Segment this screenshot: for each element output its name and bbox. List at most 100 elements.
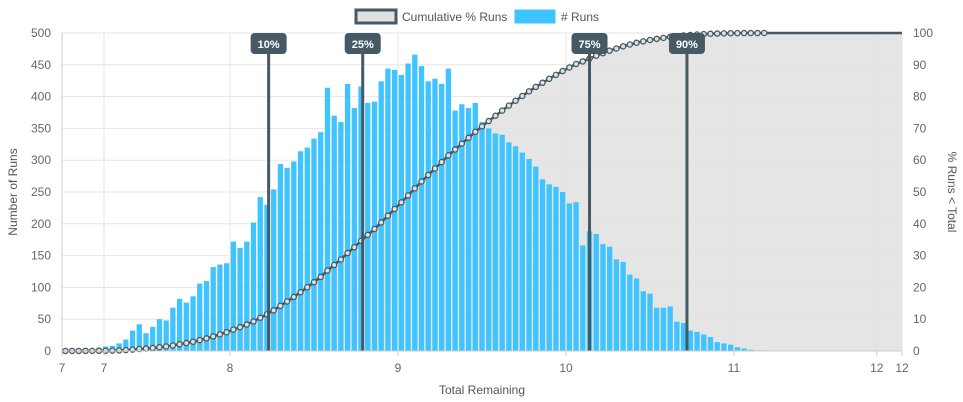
bar	[237, 247, 243, 351]
bar	[331, 115, 337, 352]
bar	[559, 192, 566, 351]
legend[interactable]: Cumulative % Runs # Runs	[354, 8, 599, 25]
cumulative-point	[398, 199, 405, 206]
bar	[324, 87, 331, 352]
x-tick-label: 11	[728, 361, 741, 375]
y-tick-label: 0	[44, 344, 51, 358]
cumulative-point	[754, 29, 761, 37]
bar	[633, 278, 640, 351]
y-tick-label: 350	[31, 121, 51, 135]
cumulative-point	[606, 47, 613, 54]
cumulative-point	[377, 219, 385, 226]
y2-tick-label: 10	[913, 312, 927, 326]
x-tick-label: 10	[559, 361, 573, 375]
bar	[398, 74, 405, 351]
cumulative-point	[351, 243, 358, 251]
x-tick-label: 7	[59, 361, 66, 375]
cumulative-point	[505, 102, 513, 109]
cumulative-point	[115, 347, 123, 354]
cumulative-point	[740, 29, 748, 37]
cumulative-series	[62, 29, 902, 355]
cumulative-point	[149, 344, 156, 352]
cumulative-point	[498, 107, 506, 114]
cumulative-line	[65, 31, 902, 353]
bar	[217, 264, 223, 351]
cumulative-point	[196, 336, 204, 344]
cumulative-point	[243, 321, 251, 328]
cumulative-point	[646, 36, 654, 44]
bar	[526, 158, 532, 351]
marker-label: 90%	[676, 39, 698, 51]
y-tick-label: 100	[31, 280, 51, 294]
cumulative-point	[169, 342, 177, 349]
x-tick-label: 8	[227, 361, 234, 375]
cumulative-point	[653, 35, 660, 43]
y2-tick-label: 80	[913, 90, 927, 104]
cumulative-point	[290, 293, 298, 301]
bar	[230, 241, 237, 351]
bar	[640, 291, 646, 351]
y-tick-label: 50	[38, 312, 52, 326]
bar	[358, 86, 364, 351]
cumulative-point	[713, 30, 721, 37]
bar	[647, 293, 653, 351]
bar	[465, 108, 472, 351]
bar	[492, 133, 499, 351]
y-tick-label: 400	[31, 90, 51, 104]
cumulative-point	[579, 58, 587, 65]
y-tick-label: 450	[31, 58, 51, 72]
bar	[425, 81, 431, 351]
bar	[318, 132, 324, 351]
y2-tick-label: 40	[913, 217, 927, 231]
cumulative-point	[270, 307, 277, 314]
x-axis-title: Total Remaining	[439, 383, 525, 397]
bar	[694, 331, 700, 351]
bar	[291, 161, 297, 351]
cumulative-point	[317, 273, 324, 281]
cumulative-point	[277, 302, 284, 310]
bar	[553, 186, 559, 351]
cumulative-point	[458, 140, 466, 147]
y2-tick-label: 100	[913, 26, 933, 40]
cumulative-point	[297, 288, 304, 296]
y2-tick-label: 60	[913, 153, 927, 167]
bar	[600, 244, 606, 351]
cumulative-point	[552, 71, 560, 79]
cumulative-point	[445, 152, 452, 159]
cumulative-point	[633, 39, 640, 47]
bar	[445, 68, 452, 351]
y2-tick-label: 30	[913, 249, 927, 263]
legend-label-runs[interactable]: # Runs	[561, 10, 599, 24]
bar	[304, 147, 310, 351]
cumulative-point	[230, 326, 237, 333]
marker-label-box	[668, 33, 705, 54]
bar	[506, 142, 512, 351]
bar	[129, 330, 136, 351]
bar	[203, 281, 210, 351]
cumulative-point	[304, 284, 311, 291]
legend-label-cumulative[interactable]: Cumulative % Runs	[402, 10, 507, 24]
bar	[580, 245, 586, 351]
cumulative-point	[384, 212, 392, 219]
cumulative-point	[572, 60, 580, 68]
bar	[197, 283, 203, 351]
cumulative-point	[216, 331, 224, 338]
cumulative-point	[747, 29, 755, 37]
legend-swatch-cumulative[interactable]	[354, 8, 398, 25]
y2-tick-label: 0	[913, 344, 920, 358]
cumulative-point	[156, 343, 163, 351]
y2-tick-label: 90	[913, 58, 927, 72]
y-tick-label: 250	[31, 185, 51, 199]
cumulative-point	[411, 185, 419, 192]
bar	[351, 108, 357, 351]
cumulative-point	[566, 64, 573, 71]
y2-tick-label: 50	[913, 185, 927, 199]
cumulative-point	[250, 318, 257, 325]
cumulative-point	[519, 92, 526, 100]
cumulative-point	[337, 256, 345, 263]
cumulative-point	[727, 29, 734, 37]
bar	[721, 343, 727, 351]
cumulative-point	[418, 178, 425, 185]
legend-swatch-runs[interactable]	[514, 9, 556, 24]
